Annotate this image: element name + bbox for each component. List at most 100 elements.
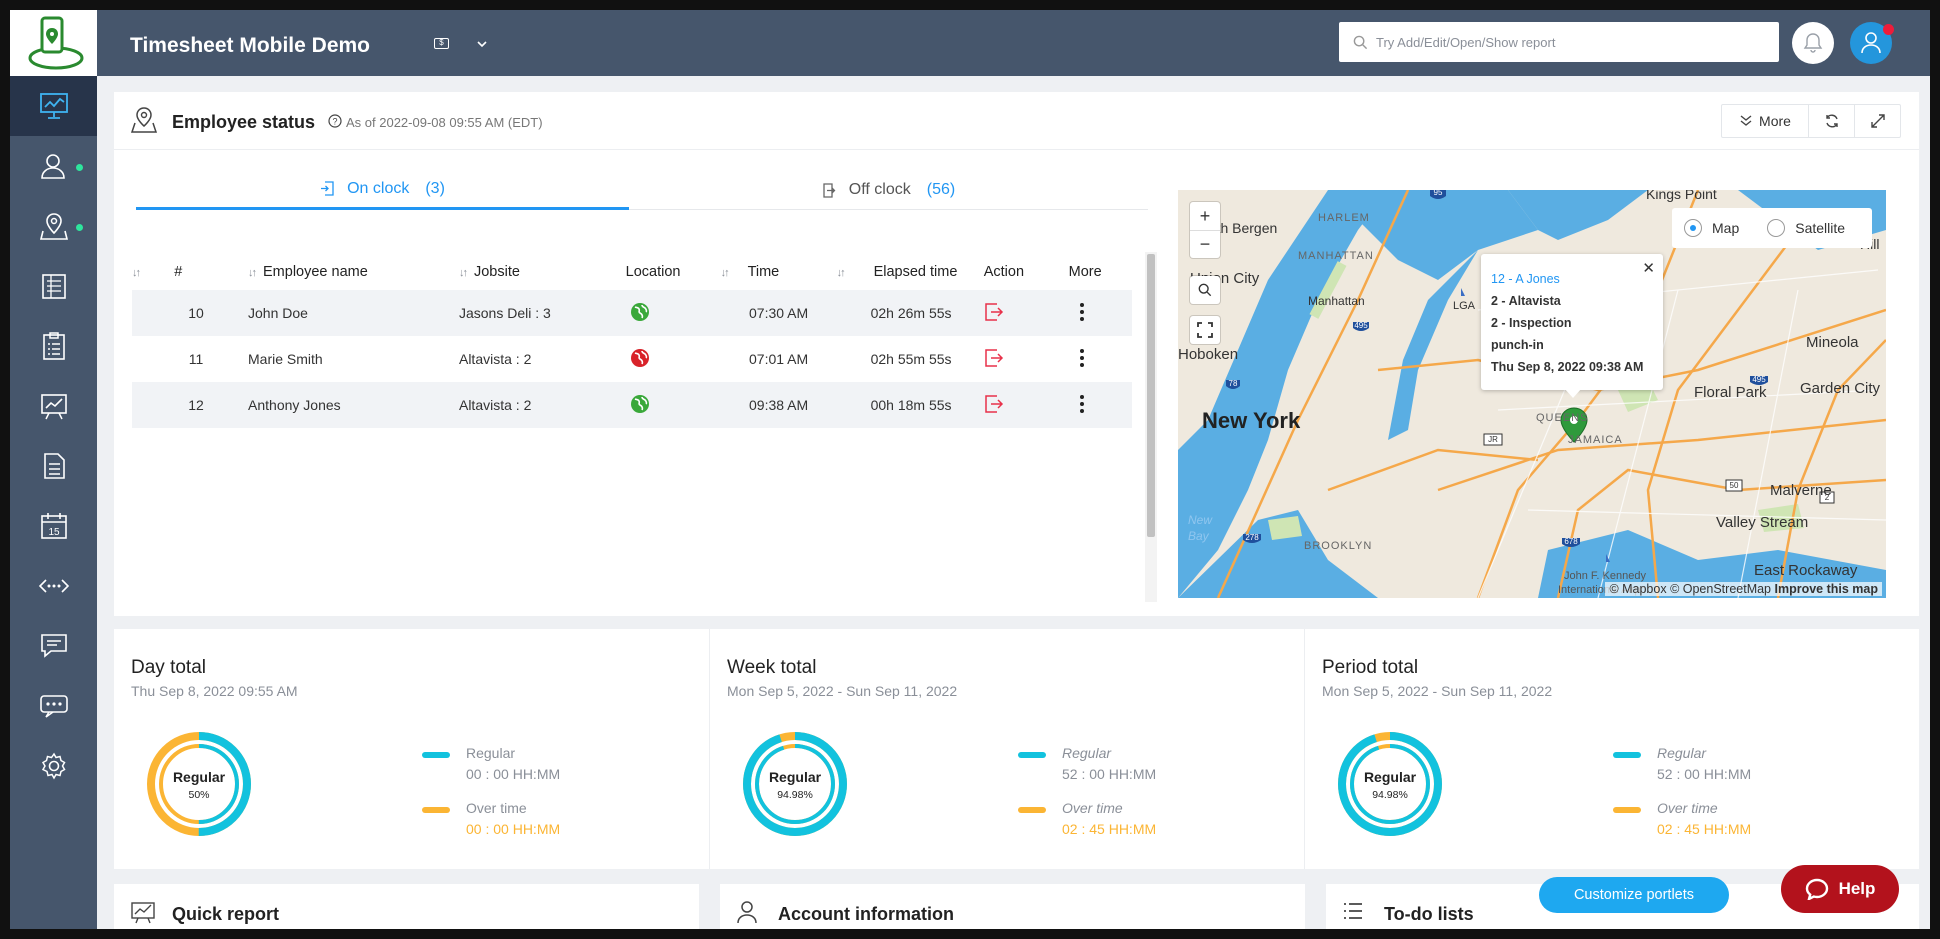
bell-icon (1803, 33, 1823, 53)
zoom-out-button[interactable]: − (1190, 230, 1220, 258)
row-more-menu[interactable] (1069, 290, 1132, 336)
table-header-row: ↓↑ # ↓↑ Employee name ↓↑ Jobsite Location … (132, 254, 1132, 290)
search-input[interactable] (1376, 34, 1766, 50)
popup-employee[interactable]: 12 - A Jones (1491, 272, 1560, 286)
report-chart-icon (131, 902, 155, 924)
sidebar-item-chat[interactable] (10, 676, 97, 736)
zoom-in-button[interactable]: + (1199, 205, 1211, 226)
sidebar-item-messages[interactable] (10, 616, 97, 676)
fullscreen-button[interactable] (1190, 316, 1220, 344)
clock-out-icon[interactable] (984, 348, 1004, 368)
integrations-icon (38, 579, 69, 593)
row-location[interactable] (626, 336, 721, 382)
kebab-menu-icon[interactable] (1079, 348, 1085, 368)
globe-icon[interactable] (630, 348, 650, 368)
quick-report-portlet: Quick report (114, 884, 699, 929)
sidebar-item-employees[interactable] (10, 136, 97, 196)
sidebar-item-calendar[interactable]: 15 (10, 496, 97, 556)
row-action[interactable] (974, 290, 1069, 336)
map-label-mineola: Mineola (1806, 334, 1859, 351)
sidebar-item-locations[interactable] (10, 196, 97, 256)
notifications-button[interactable] (1792, 22, 1834, 64)
kebab-menu-icon[interactable] (1079, 394, 1085, 414)
row-elapsed: 00h 18m 55s (870, 397, 952, 413)
customize-portlets-button[interactable]: Customize portlets (1539, 877, 1729, 913)
satellite-layer-radio[interactable] (1767, 219, 1786, 237)
popup-timestamp: Thu Sep 8, 2022 09:38 AM (1491, 360, 1644, 374)
clock-out-icon[interactable] (984, 394, 1004, 414)
version-badge[interactable]: $ (434, 38, 449, 49)
search-box[interactable] (1339, 22, 1779, 62)
regular-donut-chart[interactable] (1335, 729, 1445, 839)
regular-donut-chart[interactable] (144, 729, 254, 839)
employee-map[interactable]: 95 495 495 78 278 678 JR 50 2 North Berg… (1178, 190, 1886, 598)
sort-button[interactable]: ↓↑ (132, 267, 141, 279)
sidebar-item-integrations[interactable] (10, 556, 97, 616)
list-icon (1344, 903, 1362, 919)
column-header-jobsite[interactable]: ↓↑ Jobsite (458, 264, 520, 280)
sidebar-item-settings[interactable] (10, 736, 97, 796)
column-header-num[interactable]: # (174, 264, 183, 280)
row-more-menu[interactable] (1069, 336, 1132, 382)
map-search-button[interactable] (1190, 276, 1220, 304)
map-label-brooklyn: BROOKLYN (1304, 540, 1373, 552)
column-header-location[interactable]: Location (625, 264, 681, 280)
popup-event: punch-in (1491, 338, 1544, 352)
calendar-icon: 15 (40, 513, 67, 539)
tab-on-clock[interactable]: On clock (3) (136, 170, 629, 210)
table-scrollbar-thumb[interactable] (1147, 254, 1155, 537)
close-icon[interactable]: ✕ (1642, 260, 1655, 277)
chevron-down-icon[interactable] (476, 36, 488, 54)
row-location[interactable] (626, 290, 721, 336)
osm-link[interactable]: © OpenStreetMap (1670, 582, 1772, 596)
sidebar-item-reports[interactable] (10, 376, 97, 436)
row-elapsed: 02h 55m 55s (870, 351, 952, 367)
total-title: Period total (1322, 657, 1419, 678)
as-of-timestamp: As of 2022-09-08 09:55 AM (EDT) (346, 115, 543, 130)
row-action[interactable] (974, 336, 1069, 382)
mapbox-link[interactable]: © Mapbox (1609, 582, 1667, 596)
row-employee-name[interactable]: John Doe (248, 305, 308, 321)
column-header-time[interactable]: ↓↑ Time (720, 264, 780, 280)
kebab-menu-icon[interactable] (1079, 302, 1085, 322)
sidebar-item-documents[interactable] (10, 436, 97, 496)
sidebar-item-dashboard[interactable] (10, 76, 97, 136)
row-employee-name[interactable]: Anthony Jones (248, 397, 341, 413)
app-window: Timesheet Mobile Demo $ (10, 10, 1930, 929)
map-layer-radio[interactable] (1684, 219, 1702, 237)
globe-icon[interactable] (630, 302, 650, 322)
sidebar-item-tasks[interactable] (10, 316, 97, 376)
column-header-more: More (1068, 264, 1102, 280)
tab-off-clock[interactable]: Off clock (56) (629, 170, 1148, 210)
zoom-control: + − (1190, 202, 1220, 258)
table-row[interactable]: 12 Anthony Jones Altavista : 2 09:38 AM … (132, 382, 1132, 428)
improve-map-link[interactable]: Improve this map (1774, 582, 1879, 596)
table-row[interactable]: 10 John Doe Jasons Deli : 3 07:30 AM 02h… (132, 290, 1132, 336)
row-location[interactable] (626, 382, 721, 428)
svg-text:2: 2 (1825, 493, 1830, 502)
row-action[interactable] (974, 382, 1069, 428)
expand-button[interactable] (1854, 105, 1900, 137)
column-header-employee-name[interactable]: ↓↑ Employee name (248, 264, 368, 280)
donut-center-label: Regular (172, 769, 226, 785)
app-logo[interactable] (10, 10, 97, 76)
total-block: Week total Mon Sep 5, 2022 - Sun Sep 11,… (709, 629, 1304, 869)
row-time: 09:38 AM (749, 397, 809, 413)
user-icon (1861, 32, 1881, 54)
help-button[interactable]: Help (1781, 865, 1899, 913)
more-button[interactable]: More (1722, 105, 1808, 137)
map-label-new-bay: New Bay (1188, 513, 1213, 543)
clock-out-icon[interactable] (984, 302, 1004, 322)
refresh-button[interactable] (1808, 105, 1854, 137)
row-employee-name[interactable]: Marie Smith (248, 351, 323, 367)
regular-donut-chart[interactable] (740, 729, 850, 839)
svg-text:?: ? (332, 117, 337, 127)
help-circle-icon[interactable]: ? (328, 114, 342, 128)
map-label-garden-city: Garden City (1800, 380, 1881, 397)
row-more-menu[interactable] (1069, 382, 1132, 428)
sidebar-item-timesheets[interactable] (10, 256, 97, 316)
globe-icon[interactable] (630, 394, 650, 414)
column-header-elapsed-time[interactable]: ↓↑ Elapsed time (836, 264, 958, 280)
map-label-jfk: John F. Kennedy (1564, 570, 1646, 582)
table-row[interactable]: 11 Marie Smith Altavista : 2 07:01 AM 02… (132, 336, 1132, 382)
